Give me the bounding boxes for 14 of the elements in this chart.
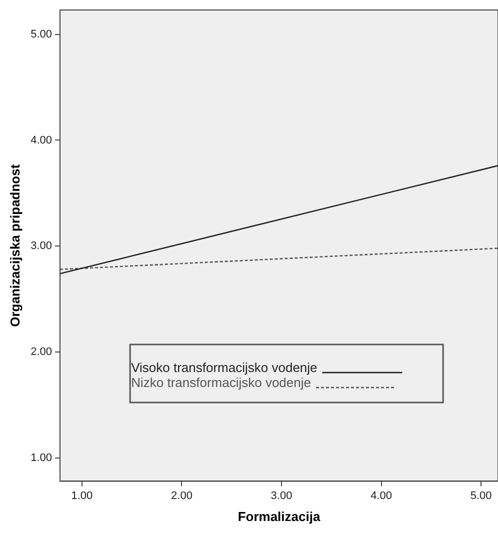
text: Visoko transformacijsko vodenje: [131, 360, 318, 376]
y-tick-label: 4.00: [30, 134, 52, 146]
y-tick-label: 1.00: [30, 452, 52, 464]
x-tick-label: 2.00: [171, 490, 192, 502]
x-tick-label: 5.00: [470, 490, 492, 502]
y-tick-label: 2.00: [30, 346, 52, 358]
x-tick-label: 4.00: [370, 490, 392, 502]
y-axis-title: Organizacijska pripadnost: [7, 164, 22, 327]
y-tick-label: 5.00: [30, 28, 52, 40]
text: Nizko transformacijsko vodenje: [131, 375, 311, 390]
x-tick-label: 1.00: [71, 490, 93, 502]
x-tick-label: 3.00: [270, 490, 292, 502]
x-axis-title: Formalizacija: [238, 508, 321, 524]
y-tick-label: 3.00: [30, 240, 52, 252]
